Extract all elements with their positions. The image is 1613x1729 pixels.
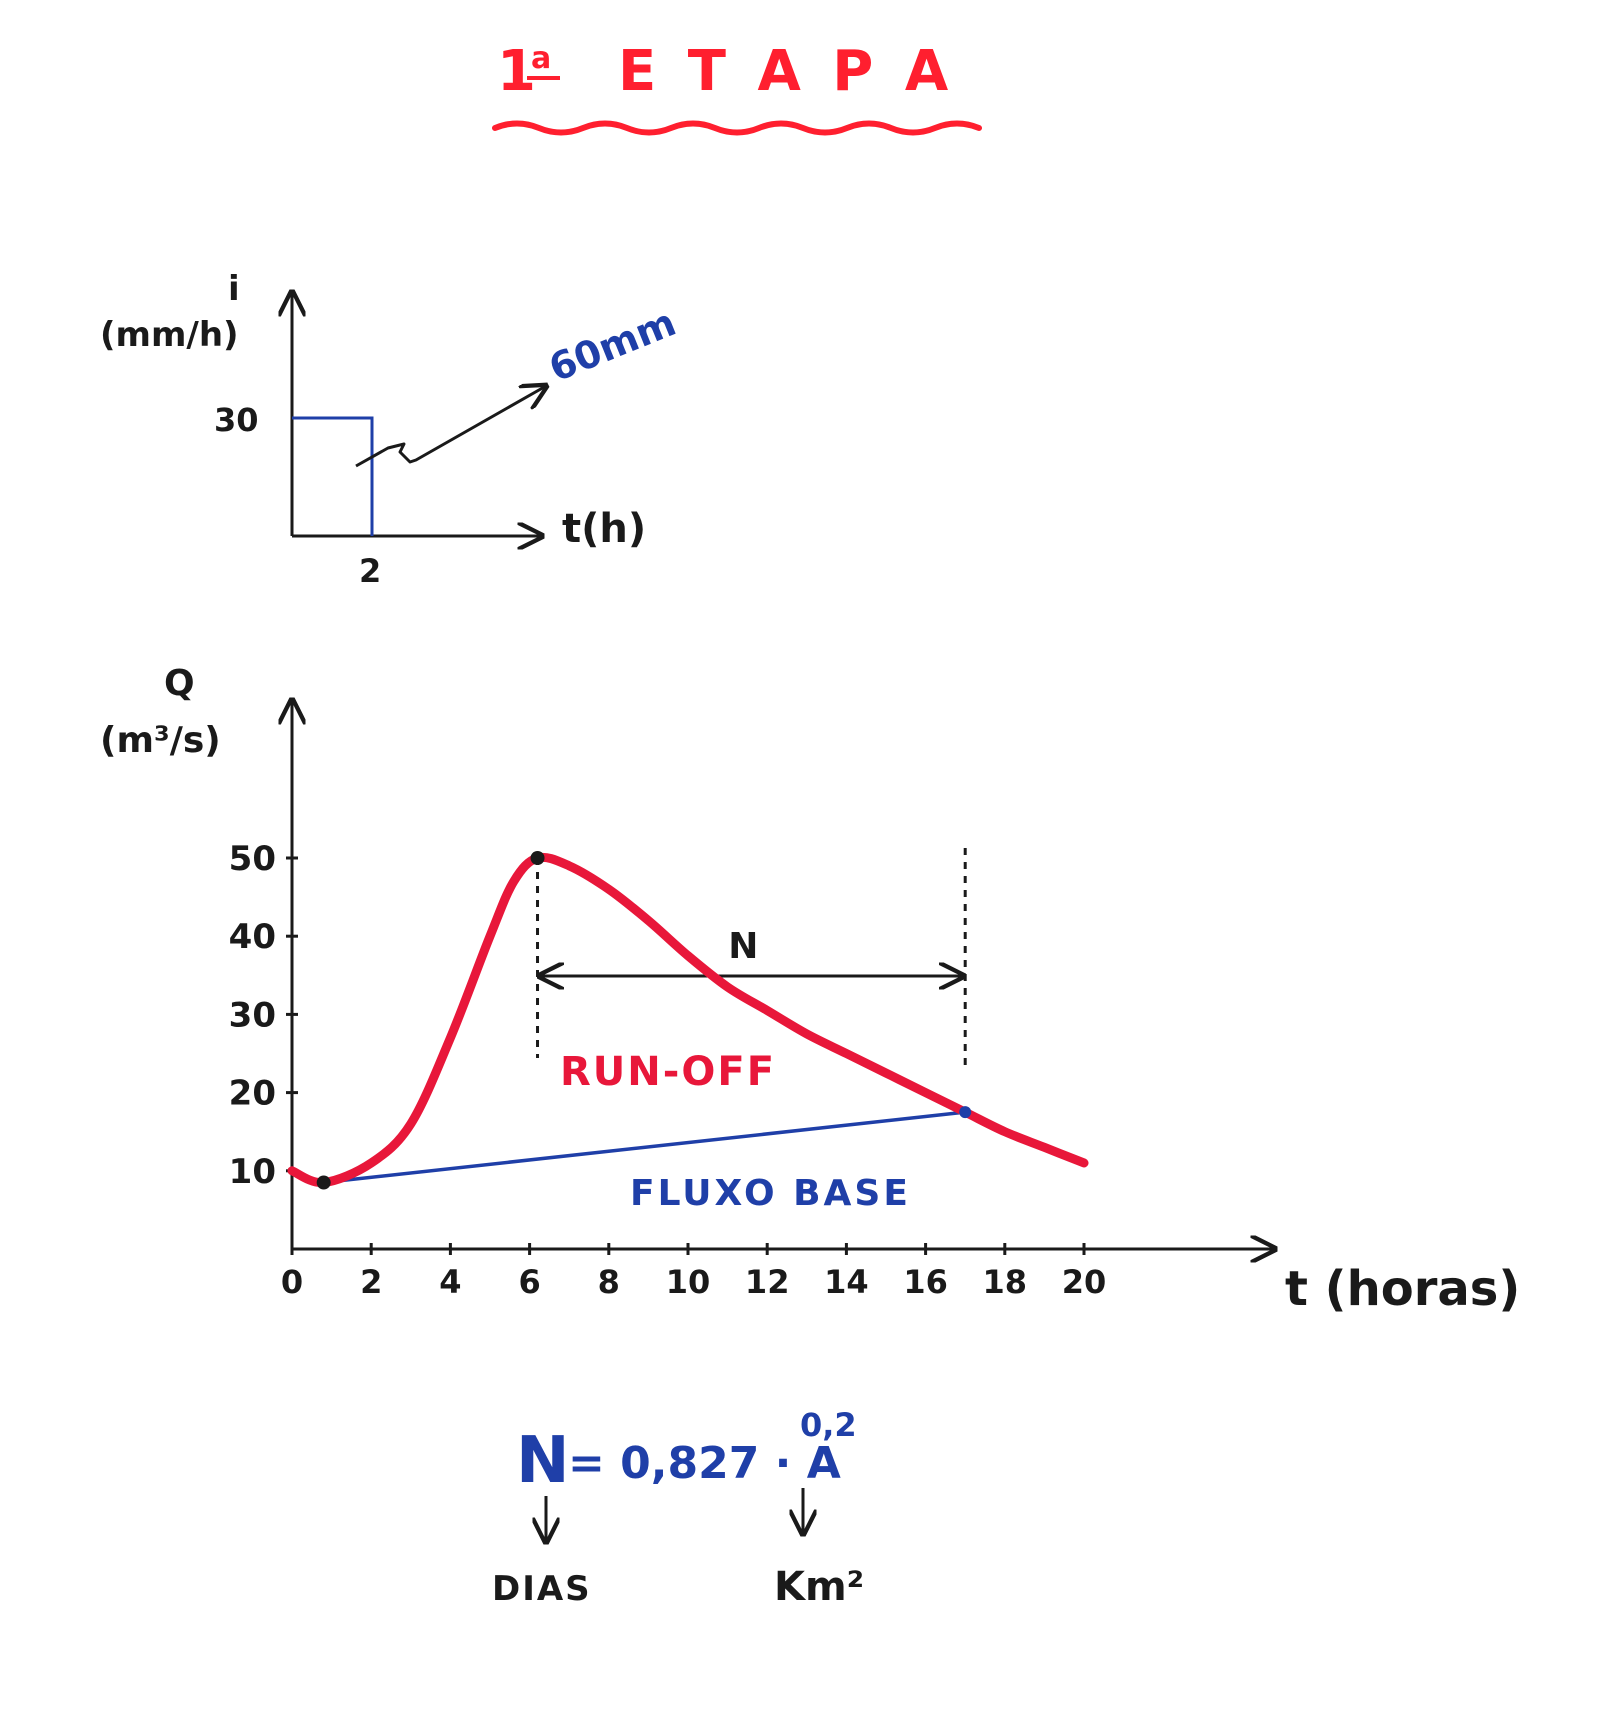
hydro-x-label: t (horas) <box>1285 1261 1520 1317</box>
hydrograph-peak-point <box>530 851 545 865</box>
y-tick-label: 20 <box>229 1074 276 1114</box>
formula-lhs: N <box>516 1424 570 1498</box>
hyeto-y-tick: 30 <box>214 401 259 439</box>
y-tick-label: 10 <box>229 1152 276 1192</box>
title: 1 a E T A P A <box>492 39 982 136</box>
title-ordinal: a <box>531 41 551 76</box>
y-tick-label: 30 <box>229 995 276 1035</box>
hydrograph-recession-end-point <box>959 1106 972 1119</box>
hydro-y-unit: (m³/s) <box>100 720 221 761</box>
runoff-curve <box>287 852 1089 1188</box>
x-tick-label: 16 <box>903 1263 948 1301</box>
hyeto-x-tick: 2 <box>359 552 381 590</box>
title-prefix: 1 <box>497 39 536 104</box>
hyeto-y-unit: (mm/h) <box>100 315 239 355</box>
hydro-x-ticks: 0 2 4 6 8 10 12 14 16 18 20 <box>281 1243 1106 1301</box>
formula-exponent: 0,2 <box>800 1406 857 1444</box>
x-tick-label: 0 <box>281 1263 303 1301</box>
hydro-y-ticks: 50 40 30 20 10 <box>229 839 298 1192</box>
x-tick-label: 8 <box>598 1263 620 1301</box>
title-wavy-underline <box>492 120 982 136</box>
rainfall-bar <box>292 416 374 536</box>
formula: N = 0,827 · A 0,2 DIAS Km² <box>492 1406 864 1610</box>
formula-rhs: = 0,827 · A <box>568 1438 841 1489</box>
hyeto-x-label: t(h) <box>562 506 646 552</box>
baseflow-label: FLUXO BASE <box>630 1173 911 1214</box>
y-tick-label: 40 <box>229 917 276 957</box>
x-tick-label: 14 <box>824 1263 869 1301</box>
baseflow-line <box>323 1110 966 1185</box>
x-tick-label: 10 <box>666 1263 711 1301</box>
title-word: E T A P A <box>618 39 954 104</box>
x-tick-label: 12 <box>745 1263 790 1301</box>
x-tick-label: 2 <box>360 1263 382 1301</box>
hydrograph-start-point <box>316 1175 331 1190</box>
hydro-y-label: Q <box>164 663 195 704</box>
x-tick-label: 18 <box>983 1263 1028 1301</box>
x-tick-label: 4 <box>439 1263 461 1301</box>
runoff-label: RUN-OFF <box>560 1049 776 1095</box>
interval-n-label: N <box>728 926 758 967</box>
volume-pointer-arrow <box>355 386 546 468</box>
hyetograph: i (mm/h) 30 2 t(h) 60mm <box>100 269 682 590</box>
n-unit-label: DIAS <box>492 1569 592 1609</box>
x-tick-label: 20 <box>1062 1263 1107 1301</box>
a-unit-label: Km² <box>774 1564 864 1610</box>
x-tick-label: 6 <box>518 1263 540 1301</box>
hyeto-y-label: i <box>228 269 240 309</box>
y-tick-label: 50 <box>229 839 276 879</box>
hydrograph: Q (m³/s) t (horas) 50 40 30 20 10 0 2 4 6 8 10 12 1… <box>100 663 1520 1317</box>
rain-volume-label: 60mm <box>543 300 682 390</box>
